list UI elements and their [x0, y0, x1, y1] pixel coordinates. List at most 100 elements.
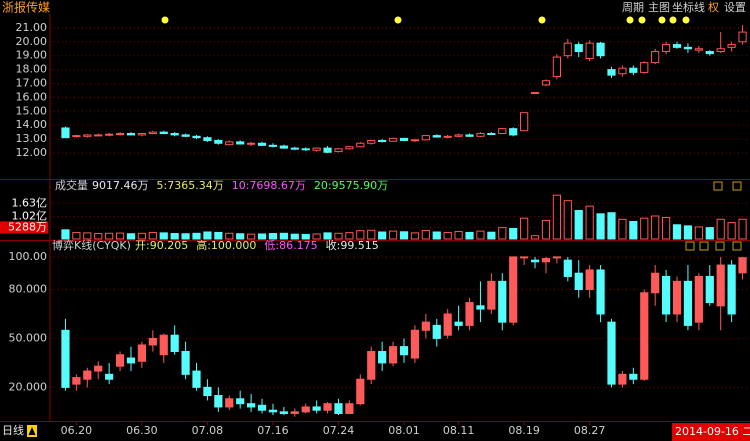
volume-bar [72, 231, 81, 240]
icon[interactable] [685, 241, 695, 251]
candle-body [705, 275, 714, 304]
candle-body [257, 404, 267, 411]
candle-body [607, 321, 616, 385]
icon[interactable] [715, 241, 725, 251]
candle-body [83, 370, 92, 380]
candle-body [629, 373, 638, 380]
candle-body [159, 131, 168, 135]
menu-item[interactable]: 设置 [724, 1, 746, 14]
y-tick-label: 1.02亿 [12, 210, 48, 223]
candle-body [585, 269, 594, 291]
x-tick-label: 07.08 [192, 424, 224, 437]
volume-bar [247, 233, 256, 240]
y-tick-label: 14.00 [16, 118, 48, 131]
icon[interactable] [732, 181, 742, 191]
volume-bar [225, 232, 234, 240]
candle-body [115, 133, 125, 136]
candle-body [738, 257, 747, 274]
x-tick-label: 08.27 [574, 424, 606, 437]
y-tick-label: 18.00 [16, 63, 48, 76]
candle-body [367, 139, 376, 144]
y-tick-label: 20.00 [16, 35, 48, 48]
candle-body [334, 148, 343, 153]
candle-body [192, 135, 201, 139]
candle-body [410, 329, 420, 359]
candle-body [388, 346, 398, 364]
candle-body [520, 256, 529, 259]
volume-bar [356, 230, 365, 240]
candle-body [454, 134, 463, 137]
tick-box [0, 221, 48, 234]
volume-bar [192, 232, 201, 240]
candle-body [530, 92, 540, 95]
legend-item: 收:99.515 [326, 238, 379, 252]
y-tick-label: 80.000 [9, 283, 48, 296]
candle-body [378, 139, 387, 142]
volume-bar [334, 232, 343, 240]
volume-bar [345, 232, 354, 240]
candle-body [498, 128, 507, 135]
period-label[interactable]: 日线 [2, 423, 24, 437]
period-icon [28, 427, 36, 435]
candle-body [727, 264, 736, 315]
info-marker[interactable] [682, 16, 690, 24]
volume-bar [563, 200, 572, 240]
menu-item[interactable]: 坐标线 [672, 0, 705, 14]
candle-body [323, 147, 332, 153]
volume-bar [290, 233, 299, 240]
legend-item: 9017.46万 [92, 179, 149, 192]
menu-item[interactable]: 权 [708, 1, 719, 14]
menu-item[interactable]: 周期 [622, 1, 644, 14]
y-tick-label: 15.00 [16, 104, 48, 117]
volume-bar [596, 213, 605, 240]
candle-body [61, 127, 70, 139]
info-marker[interactable] [638, 16, 646, 24]
info-marker[interactable] [394, 16, 402, 24]
candle-body [498, 280, 507, 323]
volume-bar [301, 233, 310, 240]
y-tick-label: 5288万 [8, 220, 47, 233]
candle-body [378, 350, 387, 364]
candle-body [83, 134, 92, 137]
candle-body [61, 329, 70, 388]
icon[interactable] [699, 241, 709, 251]
info-marker[interactable] [538, 16, 546, 24]
volume-bar [61, 229, 70, 240]
x-tick-label: 07.24 [323, 424, 355, 437]
candle-body [694, 275, 703, 323]
candle-body [607, 69, 616, 76]
candle-body [72, 135, 81, 138]
y-tick-label: 16.00 [16, 90, 48, 103]
volume-bar [454, 231, 463, 240]
x-tick-label: 08.11 [443, 424, 475, 437]
candle-body [509, 128, 518, 136]
volume-bar [170, 233, 179, 240]
volume-bar [203, 231, 212, 240]
menu-item[interactable]: 主图 [648, 1, 670, 14]
info-marker[interactable] [658, 16, 666, 24]
candle-body [476, 133, 485, 137]
candle-body [345, 146, 354, 150]
info-marker[interactable] [669, 16, 677, 24]
info-marker[interactable] [161, 16, 169, 24]
candle-body [509, 256, 518, 323]
volume-bar [716, 218, 725, 240]
candle-body [257, 142, 267, 146]
candle-body [137, 344, 147, 362]
candle-body [148, 131, 157, 135]
icon[interactable] [713, 181, 723, 191]
candle-body [661, 44, 671, 53]
x-tick-label: 08.19 [508, 424, 540, 437]
candle-body [203, 386, 212, 397]
volume-bar [443, 231, 452, 240]
candle-body [279, 145, 288, 149]
volume-bar [181, 233, 190, 240]
info-marker[interactable] [626, 16, 634, 24]
candle-body [552, 56, 561, 78]
icon[interactable] [732, 241, 742, 251]
volume-bar [105, 232, 114, 240]
volume-bar [378, 231, 387, 240]
candle-body [421, 321, 430, 331]
candle-body [72, 377, 81, 385]
candle-body [137, 133, 147, 136]
